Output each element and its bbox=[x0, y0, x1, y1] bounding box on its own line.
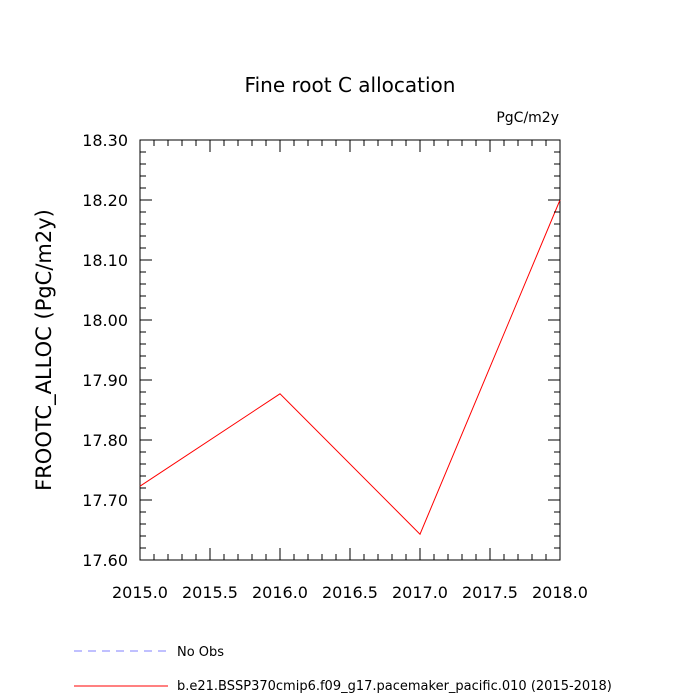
x-tick-label: 2015.5 bbox=[182, 583, 238, 602]
x-tick-label: 2016.5 bbox=[322, 583, 378, 602]
series-layer bbox=[139, 199, 561, 536]
x-tick-label: 2017.5 bbox=[462, 583, 518, 602]
y-tick-label: 17.80 bbox=[82, 431, 128, 450]
y-tick-label: 17.60 bbox=[82, 551, 128, 570]
y-tick-label: 17.90 bbox=[82, 371, 128, 390]
legend-label-no-obs: No Obs bbox=[177, 645, 224, 660]
y-tick-label: 18.00 bbox=[82, 311, 128, 330]
x-tick-label: 2017.0 bbox=[392, 583, 448, 602]
y-tick-label: 18.30 bbox=[82, 131, 128, 150]
units-label: PgC/m2y bbox=[496, 110, 559, 126]
legend-label-model: b.e21.BSSP370cmip6.f09_g17.pacemaker_pac… bbox=[177, 679, 612, 694]
ticks-layer: 2015.0 2015.5 2016.0 2016.5 2017.0 2017.5 2018… bbox=[82, 131, 588, 602]
x-tick-label: 2016.0 bbox=[252, 583, 308, 602]
y-tick-label: 18.20 bbox=[82, 191, 128, 210]
y-tick-label: 18.10 bbox=[82, 251, 128, 270]
legend: No Obs b.e21.BSSP370cmip6.f09_g17.pacema… bbox=[74, 645, 612, 694]
x-tick-label: 2018.0 bbox=[532, 583, 588, 602]
x-tick-label: 2015.0 bbox=[112, 583, 168, 602]
series-line-0 bbox=[139, 199, 561, 536]
y-tick-label: 17.70 bbox=[82, 491, 128, 510]
chart-title: Fine root C allocation bbox=[245, 73, 456, 97]
y-axis-label: FROOTC_ALLOC (PgC/m2y) bbox=[32, 209, 57, 491]
